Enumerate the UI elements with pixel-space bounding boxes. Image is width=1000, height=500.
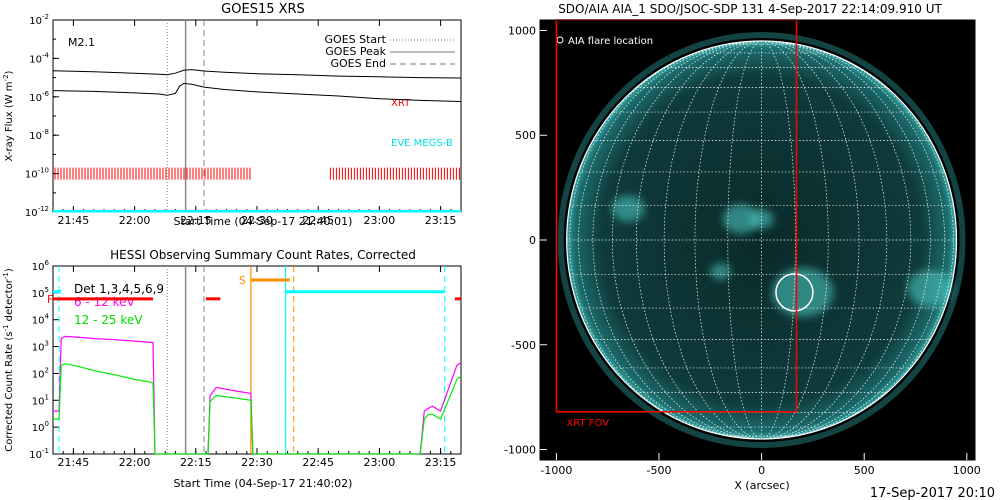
aia-x-tick-label: -500 [647,464,672,477]
goes-x-tick-label: 22:00 [119,214,151,227]
goes-y-tick-label: 10-6 [29,90,49,104]
hessi-legend-6-12: 6 - 12 keV [74,295,136,309]
aia-longitude-line [761,40,912,440]
goes-title: GOES15 XRS [221,2,305,17]
aia-y-tick-label: 1000 [508,24,536,37]
hessi-x-tick-label: 22:15 [180,456,212,469]
goes-x-tick-label: 21:45 [58,214,90,227]
goes-y-tick-label: 10-10 [25,167,49,181]
aia-panel: SDO/AIA AIA_1 SDO/JSOC-SDP 131 4-Sep-201… [504,2,981,492]
hessi-x-tick-label: 23:15 [425,456,457,469]
hessi-series-1 [53,363,462,455]
aia-active-region [611,195,645,222]
aia-y-tick-label: -500 [511,339,536,352]
goes-flare-class: M2.1 [68,36,95,49]
hessi-x-tick-label: 22:00 [119,456,151,469]
hessi-x-tick-label: 21:45 [58,456,90,469]
hessi-y-tick-label: 101 [32,393,49,407]
aia-longitude-line [636,40,762,440]
aia-longitude-line [694,40,762,440]
goes-legend-end: GOES End [330,57,386,70]
aia-x-axis-label: X (arcsec) [734,479,789,492]
hessi-x-axis-label: Start Time (04-Sep-17 21:40:02) [174,477,353,490]
aia-limb [566,40,958,440]
aia-coordinate-grid [566,40,957,440]
hessi-y-tick-label: 105 [32,286,49,300]
goes-x-tick-label: 22:30 [241,214,273,227]
goes-y-tick-label: 10-4 [29,51,49,65]
aia-x-tick-label: 1000 [953,464,981,477]
aia-longitude-line [727,40,762,440]
goes-xrt-label: XRT [391,98,411,109]
aia-y-tick-label: 500 [515,129,536,142]
hessi-s-label: S [239,274,246,287]
goes-y-tick-label: 10-12 [25,205,49,219]
goes-plot-frame [52,19,462,213]
hessi-title: HESSI Observing Summary Count Rates, Cor… [110,248,416,262]
hessi-panel: HESSI Observing Summary Count Rates, Cor… [2,248,462,490]
goes-flux-series-0 [52,69,462,79]
goes-x-axis-label: Start Time (04-Sep-17 21:40:01) [174,215,353,228]
goes-panel: GOES15 XRS M2.1 GOES Start GOES Peak GOE… [2,2,462,228]
hessi-x-tick-label: 23:00 [364,456,396,469]
aia-longitude-line [761,40,888,440]
hessi-detectors-label: Det 1,3,4,5,6,9 [74,282,164,296]
hessi-y-axis-label: Corrected Count Rate (s-1 detector-1) [2,268,15,452]
aia-title: SDO/AIA AIA_1 SDO/JSOC-SDP 131 4-Sep-201… [558,2,942,16]
aia-xrt-fov-label: XRT FOV [566,418,609,429]
hessi-x-tick-label: 22:45 [302,456,334,469]
goes-x-tick-label: 22:45 [302,214,334,227]
hessi-y-tick-label: 104 [32,313,50,327]
goes-y-tick-label: 10-2 [29,13,49,27]
aia-active-region [771,267,834,318]
aia-longitude-line [761,40,829,440]
goes-legend-start: GOES Start [325,33,387,46]
aia-active-region [722,204,760,234]
aia-y-tick-label: -1000 [504,444,536,457]
hessi-y-tick-label: 106 [32,259,50,273]
footer-timestamp: 17-Sep-2017 20:10 [870,486,995,500]
goes-y-tick-label: 10-8 [29,128,49,142]
aia-active-region [749,209,774,229]
aia-x-tick-label: 500 [854,464,875,477]
goes-y-axis-label: X-ray Flux (W m-2) [2,70,15,161]
aia-longitude-line [761,40,796,440]
goes-x-tick-label: 22:15 [180,214,212,227]
aia-flare-circle [775,273,814,312]
aia-corona-glow [557,31,966,449]
hessi-legend-12-25: 12 - 25 keV [74,313,143,327]
aia-flare-legend-label: AIA flare location [568,36,653,47]
goes-eve-label: EVE MEGS-B [391,138,453,149]
hessi-y-tick-label: 102 [32,366,49,380]
hessi-series-0 [53,335,462,455]
goes-legend: GOES Start GOES Peak GOES End [325,33,455,70]
aia-active-region [907,270,953,307]
goes-xrt-obs-ticks-1 [329,167,460,180]
aia-x-tick-label: 0 [758,464,765,477]
aia-x-tick-label: -1000 [540,464,572,477]
goes-xrt-obs-ticks-0 [54,167,251,180]
aia-active-region [710,263,731,280]
goes-legend-peak: GOES Peak [325,45,386,58]
hessi-y-tick-label: 10-1 [29,447,49,461]
aia-y-tick-label: 0 [529,234,536,247]
hessi-x-tick-label: 22:30 [241,456,273,469]
hessi-y-tick-label: 103 [32,340,49,354]
hessi-y-tick-label: 100 [32,420,49,434]
goes-x-tick-label: 23:15 [425,214,457,227]
goes-x-tick-label: 23:00 [364,214,396,227]
aia-longitude-line [612,40,762,440]
hessi-f-label: F [47,293,53,306]
goes-flux-series-1 [52,82,462,102]
